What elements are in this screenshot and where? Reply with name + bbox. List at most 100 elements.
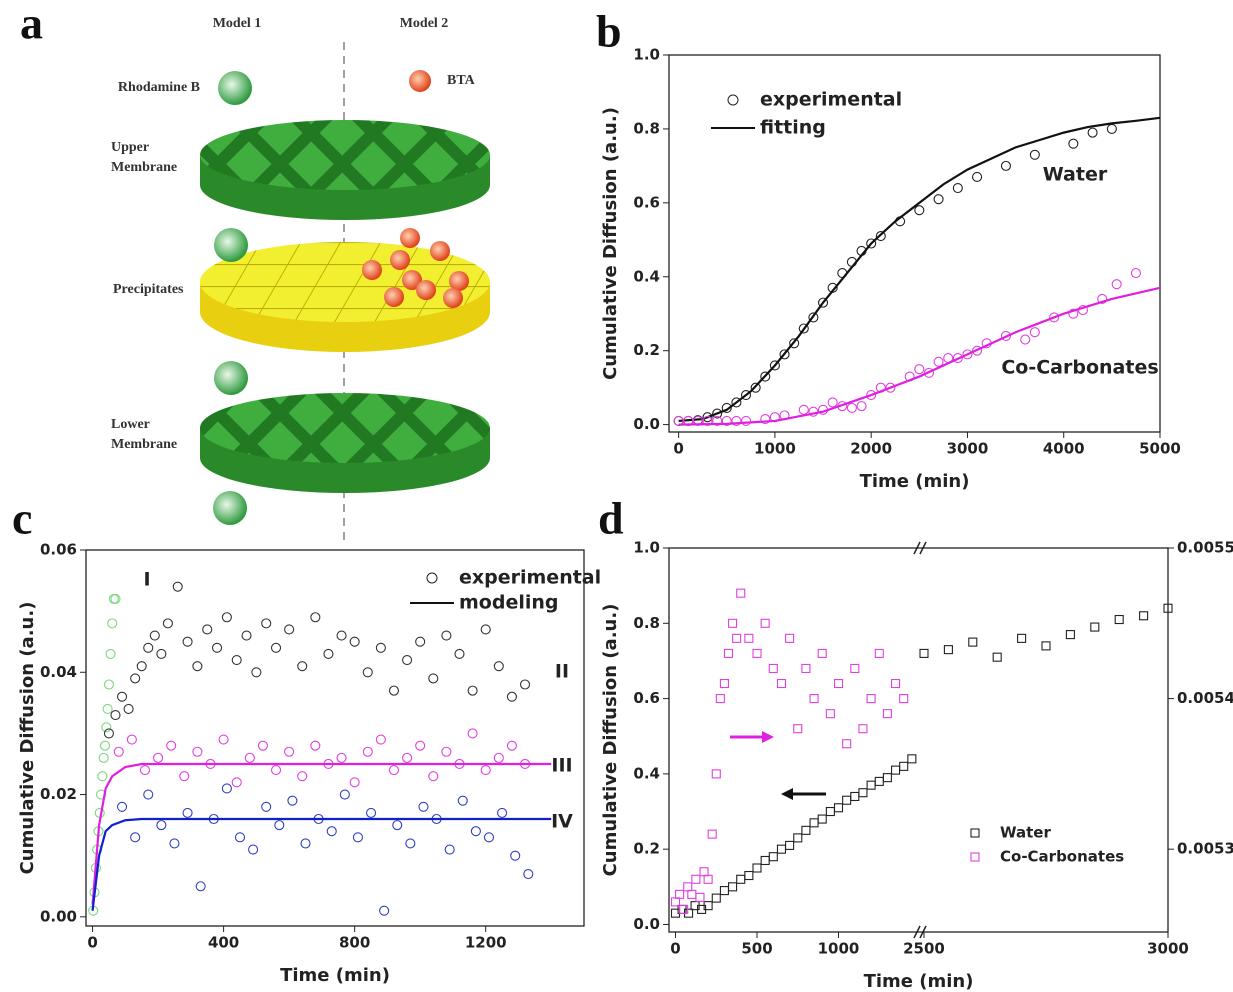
data-point <box>875 231 886 242</box>
x-tick-label: 4000 <box>1043 440 1085 458</box>
column-label: Model 1 <box>213 16 262 31</box>
fit-line <box>91 817 552 911</box>
data-point <box>480 765 491 776</box>
data-point <box>297 771 308 782</box>
y-tick-label: 0.02 <box>40 785 77 803</box>
data-point <box>231 654 242 666</box>
data-point <box>149 630 160 641</box>
series-points <box>103 581 531 739</box>
x-tick-label: 3000 <box>1147 940 1189 958</box>
data-point <box>1017 633 1027 643</box>
data-point <box>195 881 206 892</box>
data-point <box>962 349 973 360</box>
legend-swatch <box>970 852 980 862</box>
data-point <box>454 648 465 659</box>
data-point <box>483 832 495 843</box>
layer-label: Upper <box>111 140 149 155</box>
data-point <box>457 795 468 806</box>
data-point <box>493 752 504 763</box>
data-point <box>769 360 780 371</box>
data-point <box>691 874 701 884</box>
data-point <box>365 807 377 818</box>
data-point <box>139 765 151 776</box>
data-point <box>169 838 180 849</box>
data-point <box>874 776 884 786</box>
data-point <box>798 404 809 415</box>
data-point <box>1111 279 1122 290</box>
data-point <box>116 691 128 702</box>
data-point <box>744 870 754 881</box>
data-point <box>776 844 787 854</box>
data-point <box>251 667 262 678</box>
data-point <box>326 826 337 837</box>
legend-label: experimental <box>760 89 902 111</box>
data-point <box>914 364 925 375</box>
data-point <box>116 801 128 812</box>
y2-tick-label: 0.0054 <box>1177 689 1233 707</box>
data-point <box>801 825 811 835</box>
data-point <box>768 663 778 674</box>
data-point <box>218 734 229 745</box>
data-point <box>673 415 684 426</box>
annotation: Water <box>1043 164 1108 186</box>
data-point <box>695 892 705 902</box>
precipitates-layer <box>200 242 490 352</box>
data-point <box>130 832 141 843</box>
data-point <box>113 746 124 757</box>
x-axis-label: Time (min) <box>860 471 970 492</box>
data-point <box>707 829 717 839</box>
lower-membrane <box>200 393 490 493</box>
series-points <box>670 603 1173 918</box>
data-point <box>405 838 416 849</box>
data-point <box>1041 641 1051 651</box>
data-point <box>257 740 268 751</box>
data-point <box>97 771 108 782</box>
data-point <box>444 844 455 855</box>
data-point <box>712 415 723 426</box>
y2-tick-label: 0.0055 <box>1177 539 1233 557</box>
y-tick-label: 0.0 <box>633 415 660 433</box>
data-point <box>1068 138 1079 149</box>
data-point <box>702 412 713 423</box>
data-point <box>1000 330 1012 341</box>
data-point <box>899 761 909 771</box>
data-point <box>362 746 373 757</box>
data-point <box>287 795 298 806</box>
data-point <box>1029 327 1040 338</box>
data-point <box>126 734 137 745</box>
data-point <box>723 648 734 658</box>
series-points <box>116 783 534 916</box>
data-point <box>143 642 154 653</box>
legend-swatch <box>426 572 438 584</box>
upper-membrane <box>200 120 490 220</box>
data-point <box>248 844 259 855</box>
data-point <box>192 661 203 672</box>
data-point <box>711 769 721 779</box>
data-point <box>933 356 944 367</box>
data-point <box>310 612 321 623</box>
data-point <box>212 642 223 653</box>
data-point <box>801 663 811 674</box>
data-point <box>523 868 534 880</box>
data-point <box>968 637 978 647</box>
data-point <box>349 777 360 788</box>
y-tick-label: 0.4 <box>633 267 660 285</box>
data-point <box>110 593 121 604</box>
data-point <box>703 901 713 911</box>
data-point <box>1065 630 1075 640</box>
rhodamine-particles <box>213 71 252 525</box>
data-point <box>858 724 868 734</box>
y2-tick-label: 0.0053 <box>1177 840 1233 858</box>
data-point <box>1106 123 1117 134</box>
y-tick-label: 0.2 <box>633 341 660 359</box>
data-point <box>510 850 521 861</box>
data-point <box>352 832 363 843</box>
layer-label: Membrane <box>111 160 177 175</box>
arrows <box>730 541 927 939</box>
data-point <box>388 685 400 696</box>
data-point <box>866 238 877 249</box>
data-point <box>231 777 242 788</box>
data-point <box>856 401 867 412</box>
data-point <box>808 312 819 323</box>
